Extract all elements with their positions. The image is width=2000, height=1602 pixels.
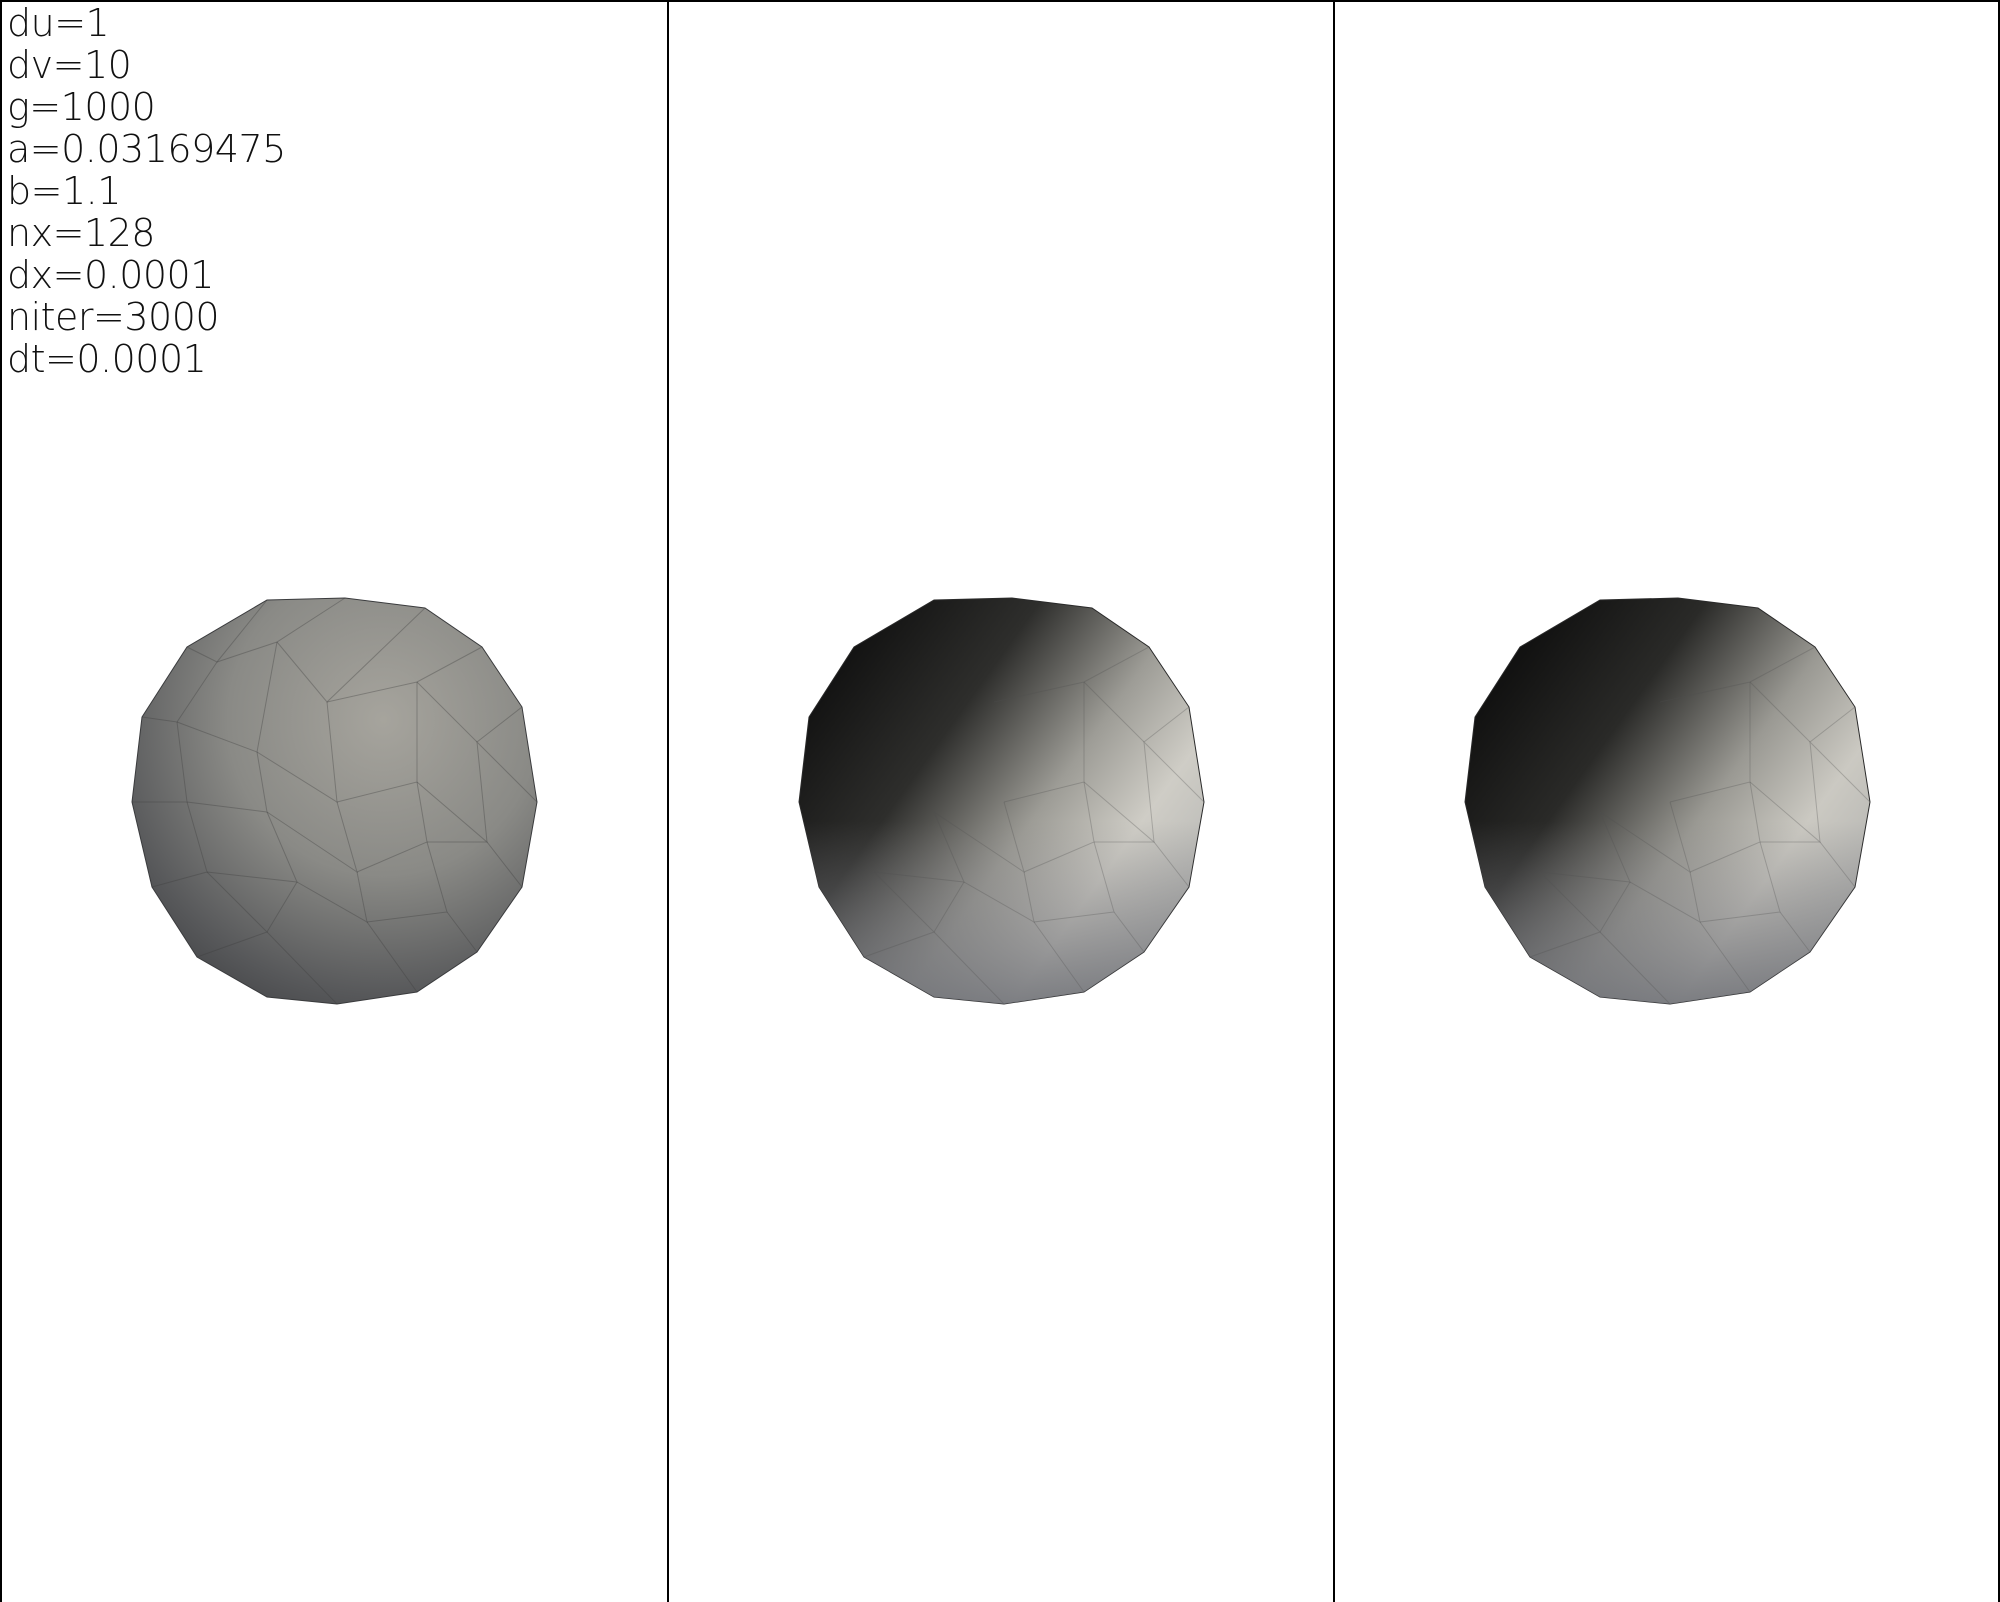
param-dv: dv=10 [7,43,132,87]
render-view-3[interactable] [1333,2,2000,1602]
parameter-list: du=1 dv=10 g=1000 a=0.03169475 b=1.1 nx=… [7,2,286,380]
param-dx: dx=0.0001 [7,253,214,297]
sphere-mesh-3 [1464,597,1871,1005]
param-b: b=1.1 [7,169,121,213]
param-dt: dt=0.0001 [7,337,207,381]
render-view-1[interactable]: du=1 dv=10 g=1000 a=0.03169475 b=1.1 nx=… [0,2,667,1602]
param-g: g=1000 [7,85,156,129]
sphere-mesh-2 [798,597,1205,1005]
param-a: a=0.03169475 [7,127,286,171]
param-niter: niter=3000 [7,295,220,339]
render-view-2[interactable] [666,2,1334,1602]
param-du: du=1 [7,1,110,45]
param-nx: nx=128 [7,211,155,255]
sphere-mesh-1 [131,597,538,1005]
